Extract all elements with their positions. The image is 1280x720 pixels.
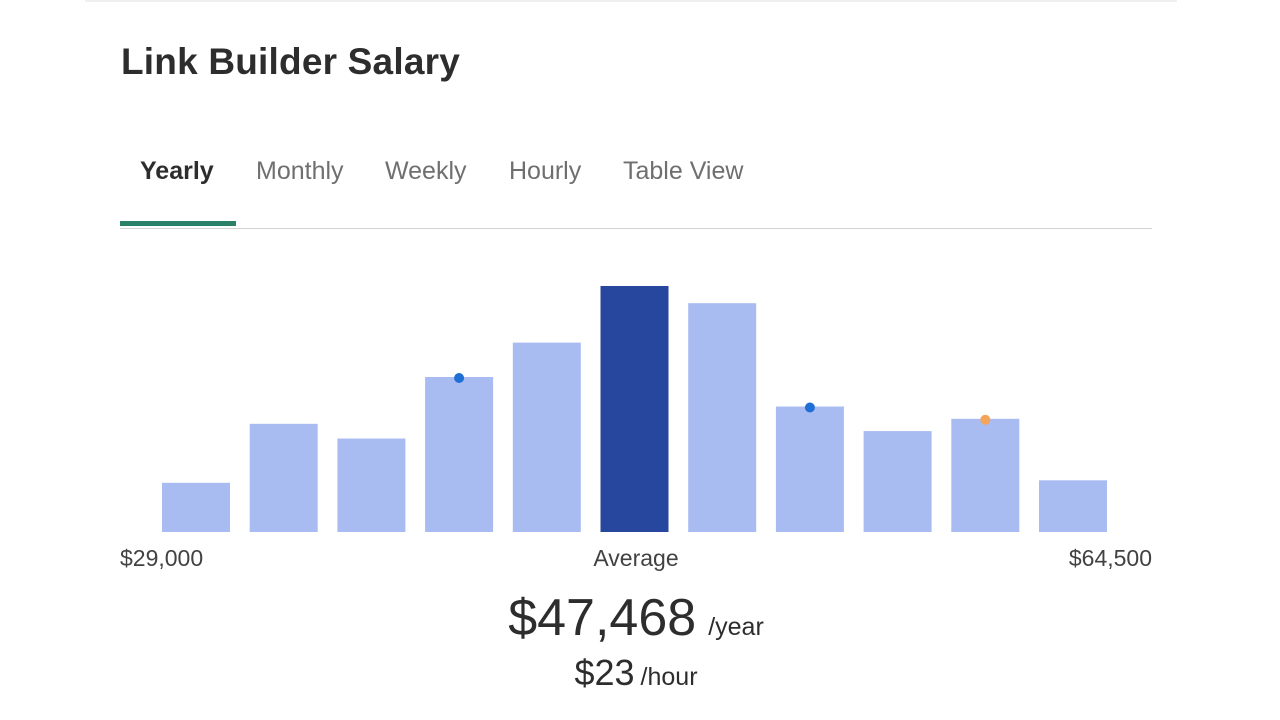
histogram-bar [512,342,581,532]
histogram-bar [425,377,494,532]
bar-marker [454,373,465,383]
active-tab-indicator [120,221,236,226]
max-salary-label: $64,500 [1068,545,1152,571]
histogram-bar [951,418,1020,532]
tab-hourly[interactable]: Hourly [509,157,582,185]
bar-marker [804,402,815,413]
hourly-salary: $23/hour [120,652,1152,694]
histogram-bar [162,482,230,532]
histogram-bar [863,431,932,532]
histogram-bar [249,423,318,532]
min-salary-label: $29,000 [120,545,204,571]
tab-monthly[interactable]: Monthly [256,157,344,185]
histogram-bar [600,286,669,532]
period-tabs: Yearly Monthly Weekly Hourly Table View [120,140,1152,229]
hourly-salary-value: $23 [574,652,635,693]
histogram-bar [775,406,844,532]
average-label: Average [593,545,679,571]
histogram-bar [337,438,406,532]
yearly-salary-unit: /year [708,613,764,641]
page-title: Link Builder Salary [121,41,460,82]
salary-card: Link Builder Salary Yearly Monthly Weekl… [120,0,1152,720]
tab-table-view[interactable]: Table View [623,157,744,185]
top-divider [85,0,1177,2]
histogram-bar [1039,480,1107,532]
histogram-bar [688,303,757,532]
tab-weekly[interactable]: Weekly [385,157,467,185]
yearly-salary-value: $47,468 [508,589,697,647]
yearly-salary: $47,468/year [120,588,1152,648]
bar-marker [980,414,991,425]
hourly-salary-unit: /hour [640,663,698,691]
salary-distribution-chart [162,286,1107,532]
tab-yearly[interactable]: Yearly [140,157,214,185]
